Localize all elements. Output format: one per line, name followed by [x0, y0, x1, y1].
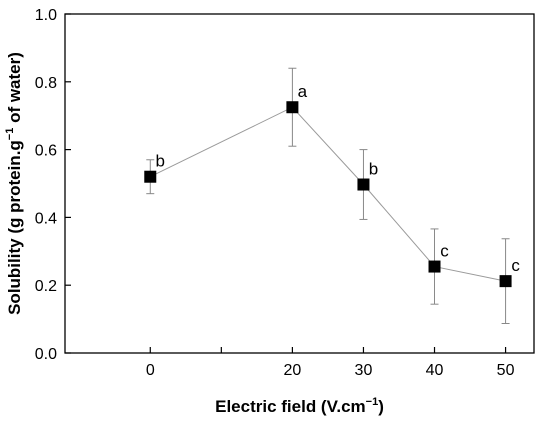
- y-axis-title-end: of water): [5, 52, 24, 128]
- data-markers: [144, 101, 512, 288]
- series-line: [150, 106, 506, 282]
- y-tick-label: 0.8: [35, 75, 57, 92]
- x-axis-ticks: 0 20 30 40 50: [146, 347, 515, 379]
- data-point: [286, 101, 299, 114]
- error-bars: [146, 67, 510, 325]
- y-axis-title: Solubility (g protein.g−1 of water): [4, 52, 24, 315]
- x-tick-label: 20: [283, 362, 301, 379]
- y-tick-label: 0.0: [35, 346, 57, 363]
- data-point: [428, 260, 441, 273]
- y-tick-label: 0.2: [35, 278, 57, 295]
- significance-label: b: [156, 152, 165, 171]
- data-point: [144, 170, 157, 183]
- y-axis-title-sup: −1: [4, 128, 16, 141]
- significance-label: a: [298, 82, 308, 101]
- y-tick-label: 1.0: [35, 7, 57, 24]
- x-tick-label: 50: [497, 362, 515, 379]
- x-axis-title-main: Electric field (V.cm: [215, 397, 366, 416]
- y-tick-label: 0.6: [35, 143, 57, 160]
- data-point: [357, 178, 370, 191]
- data-point: [499, 275, 512, 288]
- x-axis-title-end: ): [378, 397, 384, 416]
- significance-labels: b a b c c: [156, 82, 521, 275]
- plot-frame: [64, 13, 535, 354]
- x-axis-title: Electric field (V.cm−1): [215, 396, 384, 416]
- x-tick-label: 40: [426, 362, 444, 379]
- significance-label: c: [511, 256, 520, 275]
- y-tick-label: 0.4: [35, 210, 57, 227]
- y-axis-ticks: 0.0 0.2 0.4 0.6 0.8 1.0: [35, 7, 71, 363]
- significance-label: c: [440, 242, 449, 261]
- x-tick-label: 0: [146, 362, 155, 379]
- y-axis-title-main: Solubility (g protein.g: [5, 140, 24, 315]
- x-axis-title-sup: −1: [366, 396, 379, 408]
- x-tick-label: 30: [355, 362, 373, 379]
- significance-label: b: [369, 160, 378, 179]
